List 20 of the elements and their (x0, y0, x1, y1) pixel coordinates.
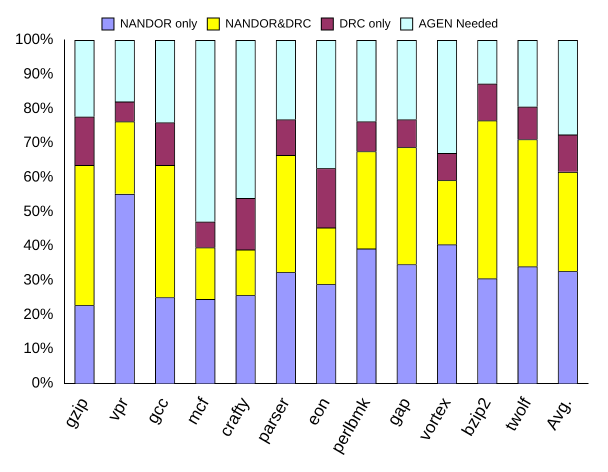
x-tick-label: Avg. (542, 394, 576, 434)
x-tick-label: gap (384, 394, 414, 428)
y-tick-label: 80% (23, 100, 54, 117)
y-tick-label: 100% (14, 31, 54, 48)
y-tick-label: 40% (23, 237, 54, 254)
legend-label: DRC only (339, 16, 391, 30)
y-tick-label: 60% (23, 168, 54, 186)
x-tick-label: vpr (104, 394, 132, 424)
y-tick-label: 30% (23, 272, 54, 289)
x-tick-label: eon (303, 394, 334, 428)
legend-label: AGEN Needed (418, 16, 498, 30)
x-tick-label: gcc (142, 394, 173, 427)
y-tick-label: 70% (23, 134, 54, 152)
y-tick-label: 50% (23, 202, 54, 220)
y-tick-label: 10% (23, 340, 54, 358)
y-tick-label: 90% (23, 65, 54, 82)
legend-label: NANDOR&DRC (225, 16, 312, 30)
y-tick-label: 20% (23, 306, 54, 323)
y-tick-label: 0% (32, 374, 54, 392)
legend-label: NANDOR only (120, 16, 198, 30)
